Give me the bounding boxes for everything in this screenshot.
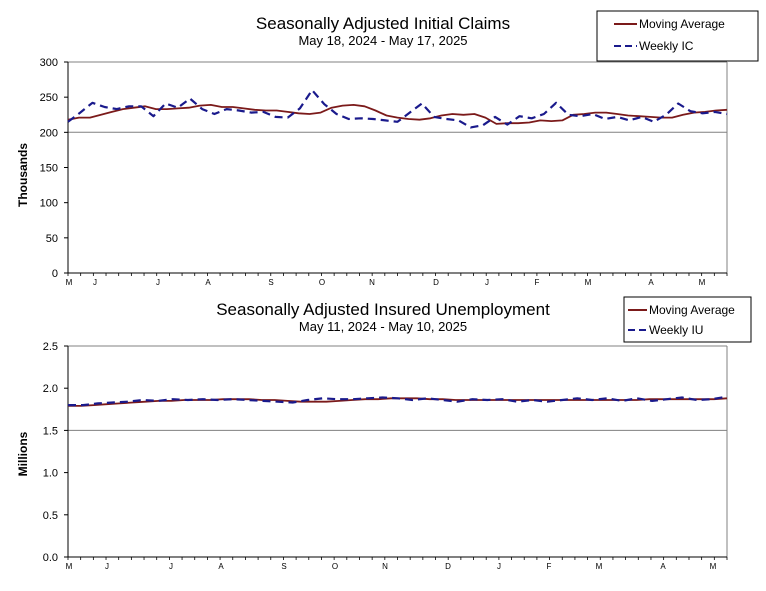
c2-series-weekly-line [68, 395, 728, 407]
c1-x-tick-label: F [535, 278, 540, 287]
chart-insured-unemployment: Seasonally Adjusted Insured Unemployment… [16, 296, 752, 571]
chart1-legend-label-ma: Moving Average [639, 17, 725, 31]
c2-x-tick-label: J [497, 562, 501, 571]
c1-x-tick-label: A [648, 278, 654, 287]
chart1-y-ticks: 0 50 100 150 200 250 300 [40, 57, 68, 280]
chart-initial-claims: Seasonally Adjusted Initial Claims May 1… [16, 10, 759, 287]
c1-y-tick-label: 0 [52, 268, 58, 280]
c2-x-tick-label: A [218, 562, 224, 571]
c2-y-tick-label: 2.5 [43, 341, 58, 353]
c2-x-tick-label: M [66, 562, 73, 571]
chart1-subtitle: May 18, 2024 - May 17, 2025 [298, 33, 467, 48]
chart2-y-axis-label: Millions [16, 431, 30, 476]
c2-x-tick-label: D [445, 562, 451, 571]
c1-x-tick-label: J [93, 278, 97, 287]
chart2-legend-label-weekly: Weekly IU [649, 323, 703, 337]
chart2-legend-label-ma: Moving Average [649, 303, 735, 317]
chart2-subtitle: May 11, 2024 - May 10, 2025 [299, 319, 467, 334]
c2-x-tick-label: A [660, 562, 666, 571]
c2-x-tick-label: S [281, 562, 286, 571]
c2-x-tick-label: N [382, 562, 388, 571]
c2-x-tick-label: J [105, 562, 109, 571]
c2-x-tick-label: O [332, 562, 338, 571]
chart1-legend-label-weekly: Weekly IC [639, 39, 694, 53]
chart1-legend: Moving Average Weekly IC [596, 10, 759, 62]
chart2-legend: Moving Average Weekly IU [623, 296, 752, 343]
c1-x-tick-label: N [369, 278, 375, 287]
c1-x-tick-label: J [156, 278, 160, 287]
c1-series-weekly-line [67, 88, 728, 129]
c2-x-tick-label: F [547, 562, 552, 571]
c2-y-tick-label: 1.5 [43, 425, 58, 437]
chart1-y-axis-label: Thousands [16, 143, 30, 207]
c1-y-tick-label: 200 [40, 127, 58, 139]
c1-x-tick-label: D [433, 278, 439, 287]
c2-y-tick-label: 1.0 [43, 468, 58, 480]
c1-y-tick-label: 50 [46, 233, 58, 245]
chart2-y-ticks: 0.0 0.5 1.0 1.5 2.0 2.5 [43, 341, 68, 564]
c1-y-tick-label: 300 [40, 57, 58, 69]
c1-x-tick-label: M [585, 278, 592, 287]
c1-x-tick-label: S [268, 278, 273, 287]
c2-x-tick-label: J [169, 562, 173, 571]
c1-series-moving-average-line [67, 104, 728, 125]
c2-y-tick-label: 2.0 [43, 383, 58, 395]
c1-x-tick-label: J [485, 278, 489, 287]
c2-y-tick-label: 0.0 [43, 552, 58, 564]
chart1-series [67, 88, 728, 129]
chart2-series [68, 395, 728, 407]
c2-x-tick-label: M [710, 562, 717, 571]
c1-y-tick-label: 150 [40, 163, 58, 175]
chart2-legend-box [623, 296, 752, 343]
c1-x-tick-label: M [699, 278, 706, 287]
c2-x-tick-label: M [596, 562, 603, 571]
c1-y-tick-label: 100 [40, 198, 58, 210]
c1-y-tick-label: 250 [40, 92, 58, 104]
chart2-title: Seasonally Adjusted Insured Unemployment [216, 300, 550, 319]
c2-y-tick-label: 0.5 [43, 510, 58, 522]
c1-x-tick-label: O [319, 278, 325, 287]
chart1-title: Seasonally Adjusted Initial Claims [256, 14, 510, 33]
chart1-legend-box [596, 10, 759, 62]
c1-x-tick-label: M [66, 278, 73, 287]
c1-x-tick-label: A [205, 278, 211, 287]
